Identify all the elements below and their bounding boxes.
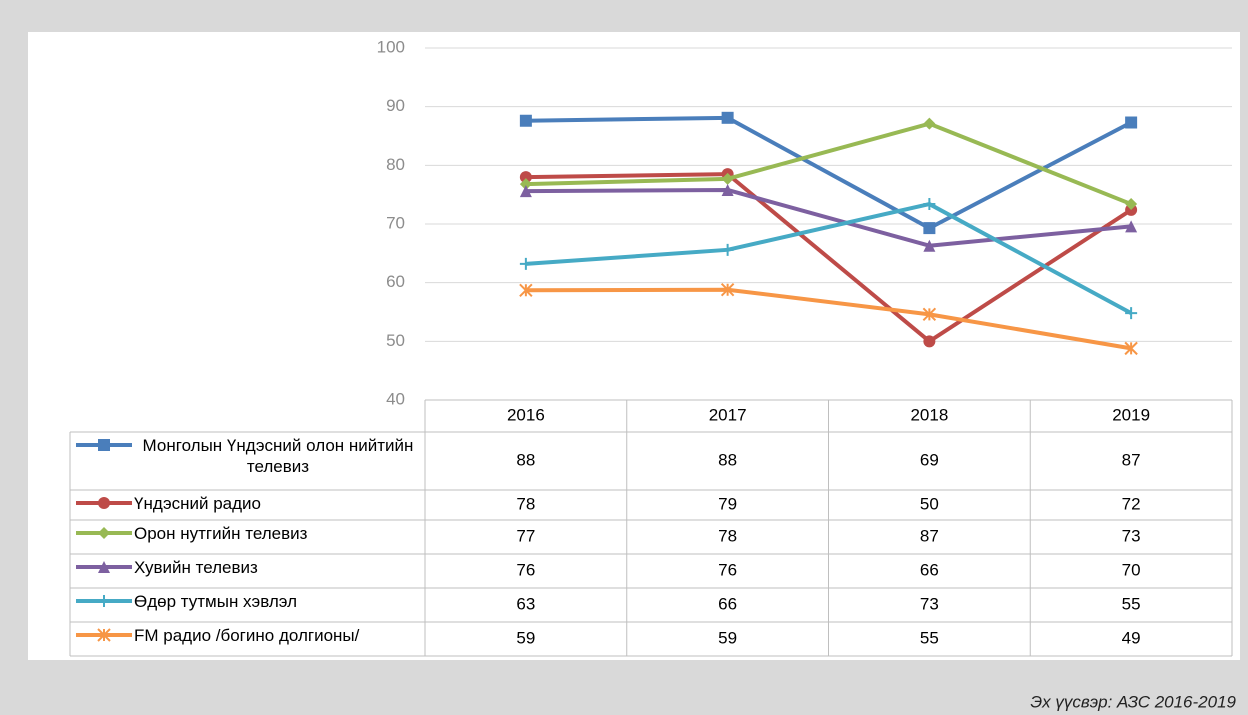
source: Эх үүсвэр: АЗС 2016-2019: [1030, 692, 1236, 711]
table-value: 49: [1122, 628, 1141, 647]
legend-label-box: Орон нутгийн телевиз: [134, 524, 308, 543]
table-value: 78: [718, 526, 737, 545]
x-tick-label: 2019: [1112, 405, 1150, 424]
table-value: 59: [516, 628, 535, 647]
legend-label-box: Хувийн телевиз: [134, 558, 258, 577]
table-value: 73: [920, 594, 939, 613]
table-value: 87: [920, 526, 939, 545]
table-value: 76: [718, 560, 737, 579]
marker: [923, 198, 936, 211]
y-tick-label: 40: [386, 389, 405, 408]
marker: [923, 239, 936, 252]
marker: [721, 183, 734, 196]
table-value: 69: [920, 450, 939, 469]
marker: [98, 527, 110, 539]
table-value: 78: [516, 494, 535, 513]
marker: [1124, 341, 1138, 356]
legend-label: Хувийн телевиз: [134, 558, 258, 577]
legend-label-box: Үндэсний радио: [134, 494, 262, 513]
y-tick-label: 60: [386, 272, 405, 291]
y-tick-label: 90: [386, 96, 405, 115]
x-tick-label: 2016: [507, 405, 545, 424]
series-line: [525, 202, 1133, 315]
marker: [519, 257, 532, 270]
table-value: 59: [718, 628, 737, 647]
table-value: 77: [516, 526, 535, 545]
x-tick-label: 2018: [910, 405, 948, 424]
table-value: 55: [1122, 594, 1141, 613]
marker: [923, 222, 936, 235]
legend-label: FM радио /богино долгионы/: [134, 626, 360, 645]
legend-label-box: FM радио /богино долгионы/: [134, 626, 360, 645]
table-value: 66: [920, 560, 939, 579]
marker: [1125, 198, 1138, 211]
legend-label: Орон нутгийн телевиз: [134, 524, 308, 543]
table-value: 88: [516, 450, 535, 469]
marker: [519, 114, 532, 127]
table-value: 73: [1122, 526, 1141, 545]
series-line: [525, 115, 1133, 231]
legend-label-box: Өдөр тутмын хэвлэл: [134, 592, 298, 611]
legend-label: Өдөр тутмын хэвлэл: [134, 592, 298, 611]
marker: [1125, 307, 1138, 320]
y-tick-label: 80: [386, 155, 405, 174]
legend-label: Үндэсний радио: [134, 494, 262, 513]
table-value: 76: [516, 560, 535, 579]
marker: [721, 111, 734, 124]
marker: [519, 171, 532, 184]
table-value: 72: [1122, 494, 1141, 513]
marker: [98, 561, 110, 573]
marker: [923, 117, 936, 130]
y-tick-label: 100: [377, 37, 405, 56]
y-tick-label: 50: [386, 331, 405, 350]
marker: [98, 439, 110, 451]
marker: [519, 178, 532, 191]
table-value: 87: [1122, 450, 1141, 469]
marker: [1125, 116, 1138, 129]
marker: [720, 282, 735, 297]
x-tick-label: 2017: [709, 405, 747, 424]
chart-panel: [28, 32, 1240, 660]
marker: [98, 595, 110, 607]
legend-label-box: Монголын Үндэсний олон нийтийн телевиз: [142, 436, 414, 476]
table-value: 55: [920, 628, 939, 647]
series-line: [525, 287, 1132, 351]
table-value: 70: [1122, 560, 1141, 579]
series-line: [525, 187, 1132, 248]
marker: [98, 497, 110, 509]
marker: [721, 243, 734, 256]
table-value: 66: [718, 594, 737, 613]
marker: [721, 172, 734, 185]
marker: [1125, 220, 1138, 233]
marker: [97, 628, 111, 642]
table-value: 79: [718, 494, 737, 513]
marker: [519, 283, 533, 298]
table-value: 63: [516, 594, 535, 613]
legend-label: Монголын Үндэсний олон нийтийн телевиз: [142, 436, 414, 476]
series-line: [525, 172, 1133, 344]
marker: [923, 335, 936, 348]
marker: [922, 307, 937, 322]
table-value: 88: [718, 450, 737, 469]
series-line: [525, 121, 1132, 206]
y-tick-label: 70: [386, 213, 405, 232]
table-value: 50: [920, 494, 939, 513]
marker: [519, 185, 532, 198]
